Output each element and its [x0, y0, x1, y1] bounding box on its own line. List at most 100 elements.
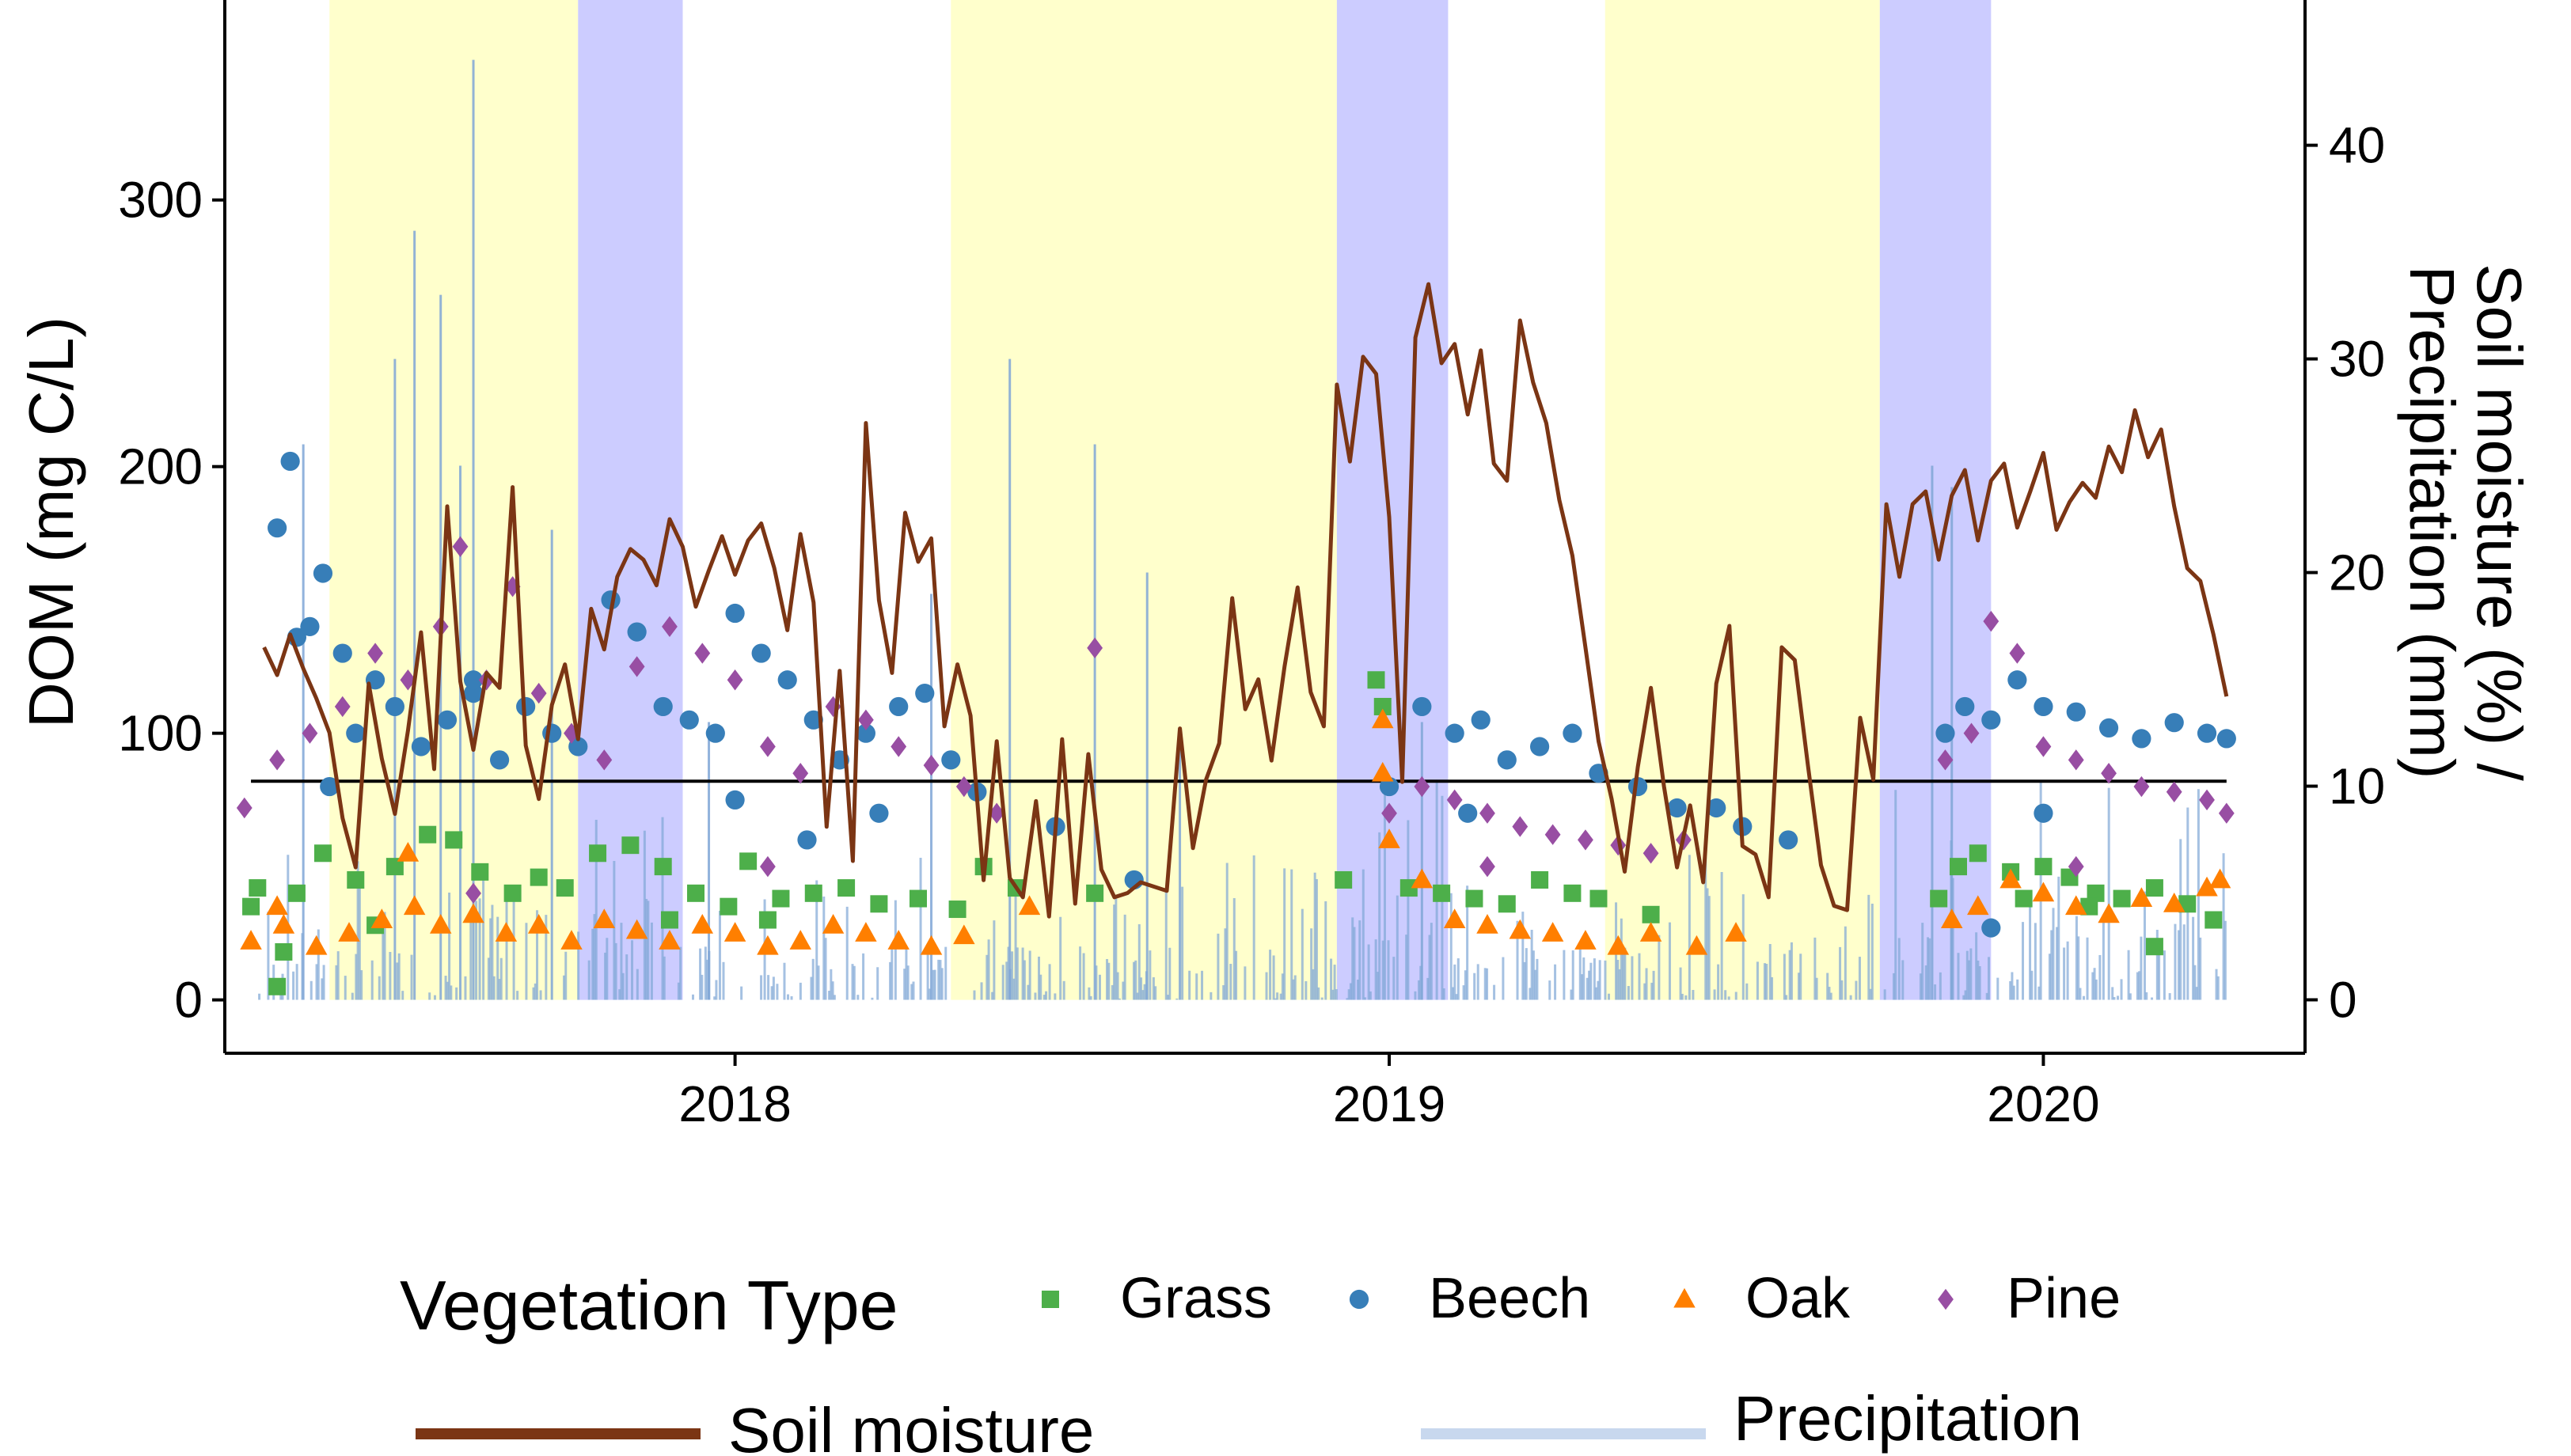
pine-point [2166, 781, 2182, 802]
beech-point [1707, 798, 1726, 818]
beech-point [313, 563, 333, 583]
pine-point [269, 749, 286, 771]
y-left-tick-label: 100 [118, 705, 203, 762]
grass-point [503, 884, 522, 902]
beech-point [725, 603, 745, 624]
pine-point [504, 576, 521, 597]
pine-point [564, 722, 579, 744]
grass-point [739, 852, 758, 870]
oak-point [1018, 895, 1041, 916]
oak-point [1541, 922, 1564, 942]
oak-point [1378, 828, 1400, 848]
grass-point [2087, 884, 2105, 902]
oak-point [1685, 935, 1708, 955]
beech-point [332, 643, 352, 663]
pine-point [629, 656, 645, 677]
pine-point [2035, 736, 2052, 757]
oak-point [2065, 895, 2087, 916]
oak-point [2196, 876, 2218, 897]
pine-point [1479, 855, 1495, 878]
grass-point [1642, 905, 1660, 923]
grass-point [2113, 889, 2131, 908]
beech-point [2164, 713, 2184, 733]
grass-point [242, 897, 260, 916]
y-left-tick-label: 0 [174, 972, 203, 1029]
pine-point [1446, 789, 1463, 811]
grass-point [1367, 671, 1385, 689]
pine-point [1578, 829, 1593, 851]
x-tick-label: 2020 [1987, 1075, 2099, 1132]
oak-point [953, 924, 975, 945]
beech-point [869, 803, 889, 823]
pine-point [891, 736, 907, 757]
pine-point [1087, 637, 1103, 659]
beech-point [1379, 776, 1399, 797]
beech-point [725, 790, 745, 810]
beech-point [2216, 729, 2236, 749]
grass-point [1930, 889, 1948, 908]
pine-point [760, 855, 776, 878]
x-tick-label: 2019 [1333, 1075, 1445, 1132]
y-axis-right-title-line2: Precipitation (mm) [2397, 265, 2467, 779]
pine-point [596, 749, 613, 771]
oak-point [2163, 893, 2186, 912]
pine-point [2199, 789, 2215, 811]
oak-point [1509, 919, 1532, 939]
grass-point [347, 870, 365, 889]
grass-point [1531, 870, 1549, 889]
oak-point [2130, 887, 2153, 908]
oak-point [240, 930, 262, 950]
oak-point [1725, 922, 1747, 942]
pine-point [530, 682, 547, 704]
pine-point [825, 696, 841, 718]
beech-point [1779, 830, 1798, 850]
grass-point [2015, 889, 2033, 908]
legend-label-beech: Beech [1429, 1267, 1590, 1330]
pine-point [1381, 802, 1397, 824]
pine-point [727, 669, 743, 691]
pine-point [302, 722, 318, 744]
beech-point [1981, 918, 2001, 938]
grass-point [687, 884, 705, 902]
oak-point [1999, 868, 2022, 889]
grass-point [837, 879, 856, 897]
beech-point [2098, 718, 2119, 738]
y-left-tick-label: 200 [118, 438, 203, 495]
beech-point [385, 696, 404, 717]
pine-point [955, 775, 972, 798]
grass-point [268, 977, 287, 995]
grass-point [1589, 889, 1608, 908]
oak-point [429, 913, 452, 934]
legend-marker-beech [1349, 1289, 1369, 1310]
grass-point [556, 879, 574, 897]
beech-point [2066, 702, 2086, 722]
grass-point [1563, 884, 1582, 902]
oak-point [2208, 868, 2231, 889]
grass-point [287, 884, 306, 902]
beech-point [797, 830, 817, 850]
oak-point [822, 913, 845, 934]
legend-label-oak: Oak [1745, 1267, 1851, 1330]
beech-point [941, 750, 961, 770]
beech-point [915, 684, 935, 703]
grass-point [720, 897, 738, 916]
beech-point [751, 643, 771, 663]
beech-point [1458, 803, 1478, 823]
oak-point [1607, 935, 1630, 955]
grass-point [1465, 889, 1483, 908]
beech-point [889, 696, 909, 717]
beech-point [2034, 696, 2053, 717]
pine-point [1479, 802, 1495, 824]
grass-point [471, 863, 489, 881]
beech-point [627, 622, 647, 642]
pine-point [1983, 610, 1999, 632]
oak-point [1639, 922, 1662, 942]
y-axis-left-title: DOM (mg C/L) [16, 317, 86, 728]
grass-point [1433, 884, 1451, 902]
beech-point [653, 696, 673, 717]
grass-point [445, 831, 463, 849]
oak-point [855, 922, 877, 942]
oak-point [757, 935, 779, 955]
oak-point [1476, 913, 1498, 934]
